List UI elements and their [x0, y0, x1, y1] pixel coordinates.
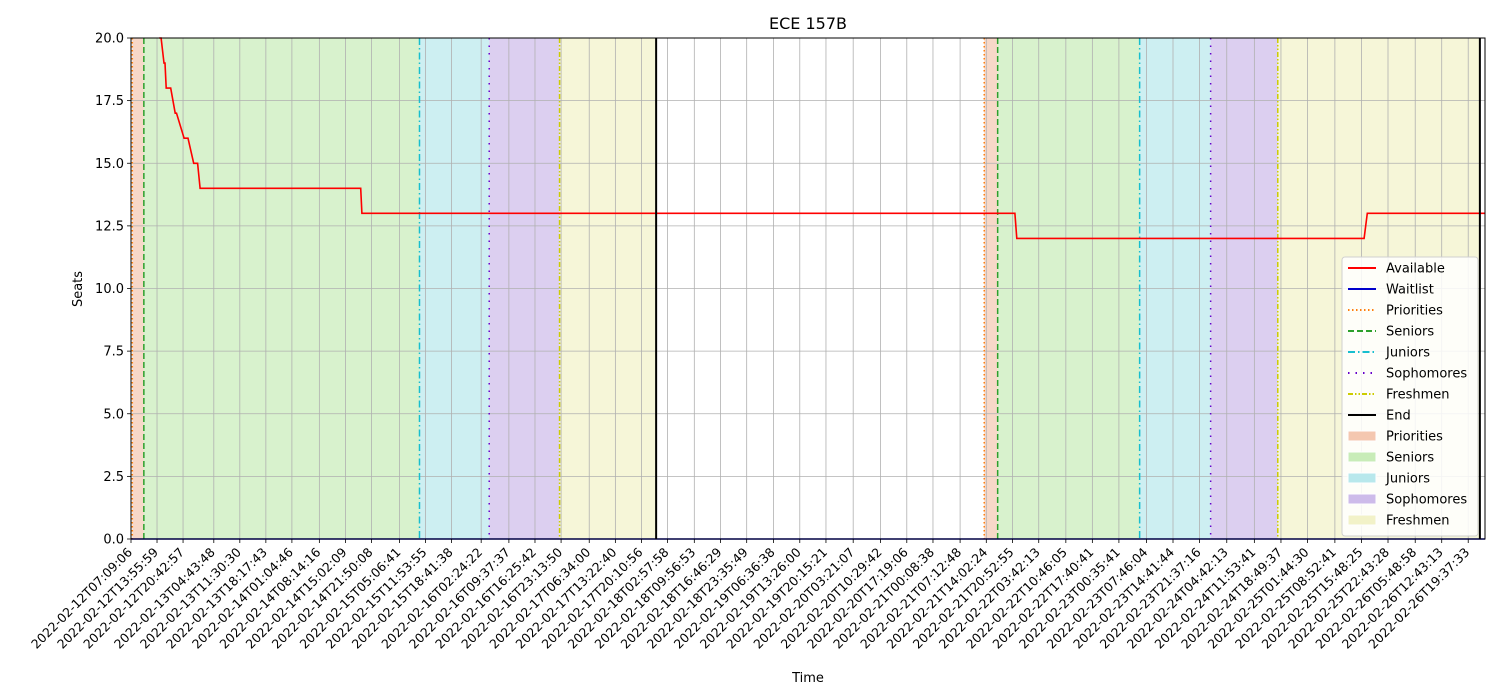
- y-tick-label: 7.5: [103, 345, 124, 360]
- y-tick-label: 10.0: [95, 282, 124, 297]
- legend-label-seniors: Seniors: [1386, 451, 1434, 466]
- x-axis-label: Time: [791, 671, 824, 686]
- legend-label-seniors: Seniors: [1386, 325, 1434, 340]
- phase-lines: [131, 38, 1279, 539]
- y-tick-label: 5.0: [103, 407, 124, 422]
- legend-label-sophomores: Sophomores: [1386, 367, 1467, 382]
- legend-label-freshmen: Freshmen: [1386, 388, 1450, 403]
- legend-label-priorities: Priorities: [1386, 430, 1443, 445]
- legend-label-priorities: Priorities: [1386, 304, 1443, 319]
- legend: Available Waitlist Priorities Seniors Junior…: [1341, 256, 1479, 537]
- legend-label-juniors: Juniors: [1385, 472, 1430, 487]
- y-tick-label: 0.0: [103, 533, 124, 548]
- legend-label-waitlist: Waitlist: [1386, 283, 1434, 298]
- y-tick-label: 2.5: [103, 470, 124, 485]
- legend-patch-freshmen: [1347, 514, 1377, 526]
- legend-patch-priorities: [1347, 430, 1377, 442]
- y-axis-label: Seats: [71, 271, 86, 307]
- chart-title: ECE 157B: [769, 14, 847, 33]
- legend-box: [1341, 256, 1479, 537]
- legend-label-juniors: Juniors: [1385, 346, 1430, 361]
- y-tick-label: 20.0: [95, 32, 124, 47]
- y-tick-label: 12.5: [95, 219, 124, 234]
- legend-patch-juniors: [1347, 472, 1377, 484]
- legend-label-freshmen: Freshmen: [1386, 514, 1450, 529]
- plot-frame: [130, 37, 1486, 540]
- y-tick-label: 17.5: [95, 94, 124, 109]
- axes: 0.02.55.07.510.012.515.017.520.02022-02-…: [28, 32, 1486, 652]
- legend-label-available: Available: [1386, 262, 1445, 277]
- legend-patch-seniors: [1347, 451, 1377, 463]
- legend-label-sophomores: Sophomores: [1386, 493, 1467, 508]
- end-lines: [655, 38, 1481, 539]
- y-tick-label: 15.0: [95, 157, 124, 172]
- legend-patch-sophomores: [1347, 493, 1377, 505]
- series-line-available: [159, 37, 1485, 240]
- legend-label-end: End: [1386, 409, 1411, 424]
